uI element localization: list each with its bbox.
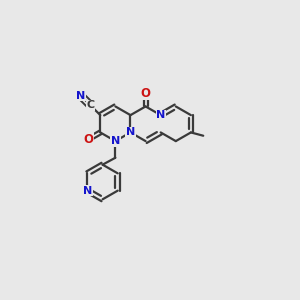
Text: N: N [76, 91, 86, 101]
Text: N: N [83, 186, 92, 196]
Text: N: N [111, 136, 120, 146]
Text: O: O [141, 87, 151, 100]
Text: C: C [86, 100, 94, 110]
Text: N: N [126, 128, 135, 137]
Text: O: O [84, 133, 94, 146]
Text: N: N [156, 110, 165, 120]
